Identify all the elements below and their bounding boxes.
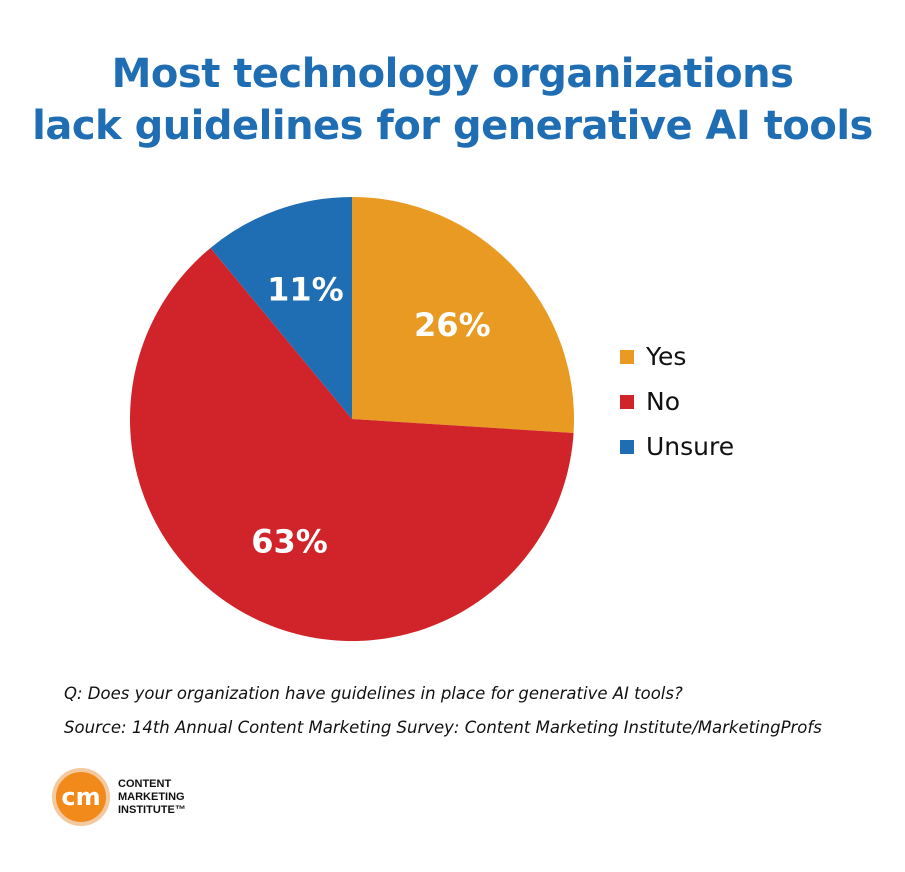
pie-label-yes: 26%	[414, 306, 491, 344]
chart-title-line-1: Most technology organizations	[111, 51, 794, 97]
legend-item-yes: Yes	[620, 334, 734, 379]
cmi-logo-text: CONTENT MARKETING INSTITUTE™	[118, 778, 186, 817]
cmi-logo-mark: cm	[52, 768, 110, 826]
chart-title: Most technology organizations lack guide…	[0, 48, 905, 152]
cmi-logo-line-2: MARKETING	[118, 790, 185, 803]
legend-swatch-yes	[620, 349, 634, 364]
chart-title-line-2: lack guidelines for generative AI tools	[32, 103, 873, 149]
pie-slice-unsure	[210, 197, 352, 419]
cmi-logo: cm CONTENT MARKETING INSTITUTE™	[52, 768, 186, 826]
survey-question: Q: Does your organization have guideline…	[64, 684, 683, 703]
source-note: Source: 14th Annual Content Marketing Su…	[64, 718, 822, 737]
legend-swatch-unsure	[620, 439, 634, 454]
legend-item-no: No	[620, 379, 734, 424]
pie-label-unsure: 11%	[267, 270, 344, 308]
cmi-logo-line-3: INSTITUTE™	[118, 803, 186, 816]
pie-slice-no	[130, 247, 574, 642]
pie-label-no: 63%	[251, 523, 328, 561]
chart-legend: Yes No Unsure	[620, 334, 734, 469]
pie-slice-yes	[352, 197, 574, 433]
legend-label-yes: Yes	[646, 342, 687, 371]
cmi-logo-line-1: CONTENT	[118, 777, 172, 790]
legend-item-unsure: Unsure	[620, 424, 734, 469]
legend-swatch-no	[620, 394, 634, 409]
legend-label-no: No	[646, 387, 680, 416]
legend-label-unsure: Unsure	[646, 432, 735, 461]
